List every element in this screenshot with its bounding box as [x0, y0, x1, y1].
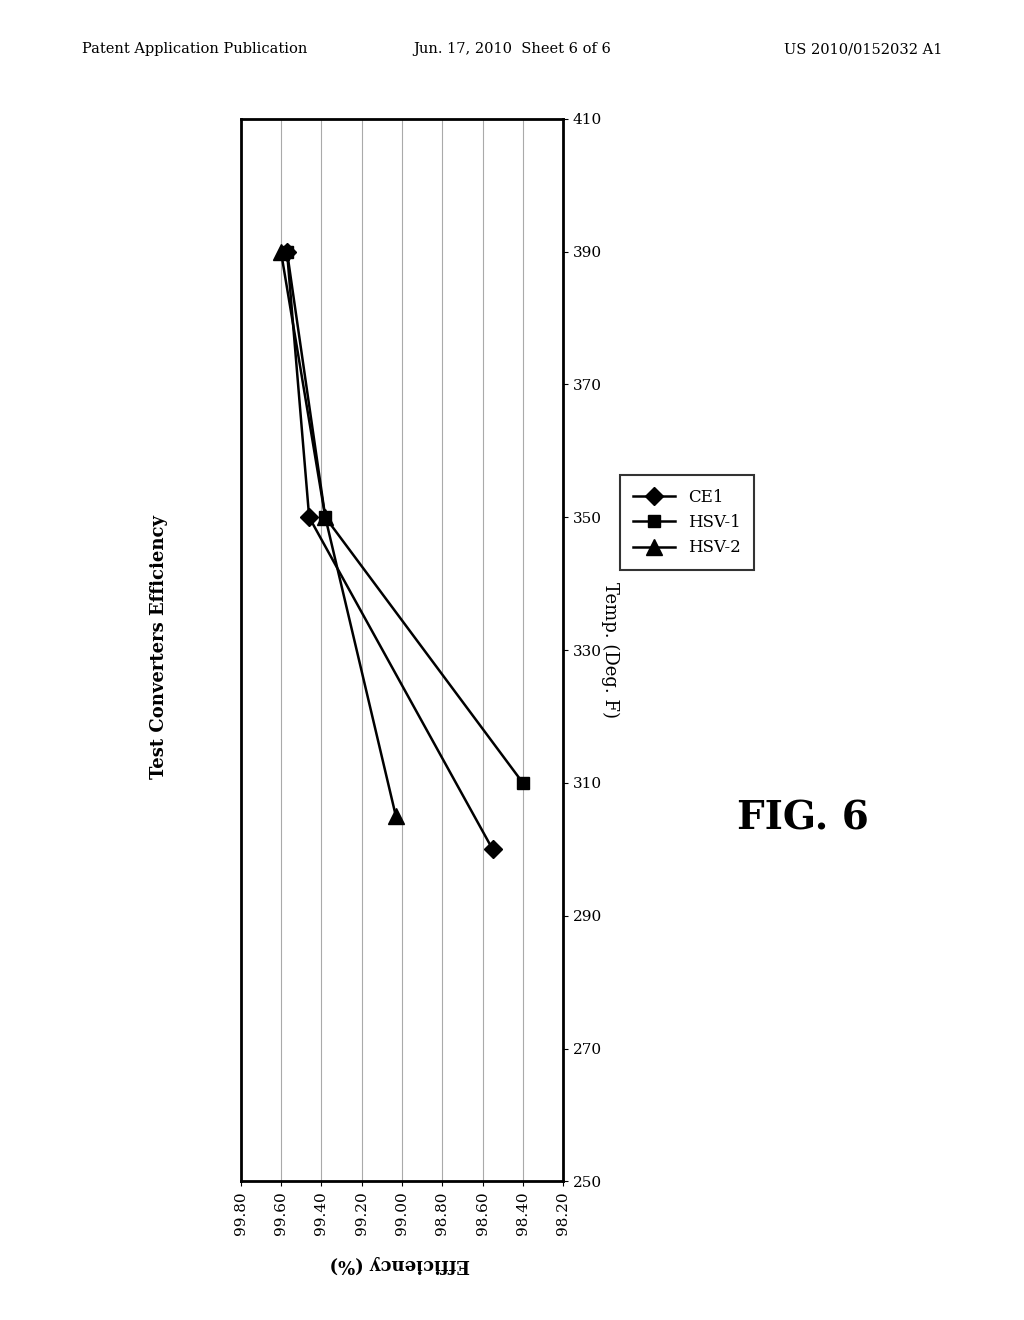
Line: CE1: CE1 [281, 246, 499, 855]
Text: Jun. 17, 2010  Sheet 6 of 6: Jun. 17, 2010 Sheet 6 of 6 [413, 42, 611, 57]
Text: US 2010/0152032 A1: US 2010/0152032 A1 [783, 42, 942, 57]
Legend: CE1, HSV-1, HSV-2: CE1, HSV-1, HSV-2 [620, 475, 755, 570]
HSV-2 [274, 244, 287, 260]
HSV-1 [281, 244, 293, 260]
HSV-2 [390, 808, 402, 824]
Text: Patent Application Publication: Patent Application Publication [82, 42, 307, 57]
CE1 [486, 841, 499, 857]
Y-axis label: Temp. (Deg. F): Temp. (Deg. F) [601, 582, 618, 718]
HSV-1 [319, 510, 332, 525]
CE1 [281, 244, 293, 260]
Text: Test Converters Efficiency: Test Converters Efficiency [150, 515, 168, 779]
Line: HSV-2: HSV-2 [273, 244, 403, 824]
CE1 [303, 510, 315, 525]
Text: FIG. 6: FIG. 6 [737, 800, 869, 837]
Text: Efficiency (%): Efficiency (%) [329, 1255, 470, 1274]
HSV-2 [319, 510, 332, 525]
HSV-1 [517, 775, 529, 791]
Line: HSV-1: HSV-1 [281, 246, 529, 789]
